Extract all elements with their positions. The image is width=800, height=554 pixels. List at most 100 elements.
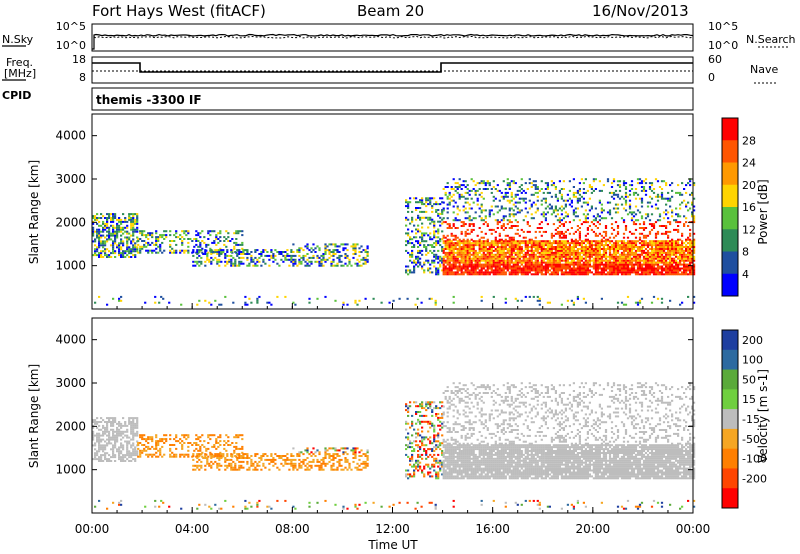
echo-cell [92,232,95,235]
echo-cell [158,301,161,304]
echo-cell [472,223,475,226]
echo-cell [181,249,184,252]
echo-cell [415,255,418,258]
echo-cell [270,249,273,252]
echo-cell [235,447,238,450]
echo-cell [139,434,142,437]
echo-cell [669,257,672,260]
echo-cell [556,244,559,247]
echo-cell [554,253,557,256]
echo-cell [656,253,660,256]
echo-cell [604,240,608,243]
echo-cell [578,273,581,276]
echo-cell [542,191,545,194]
echo-cell [225,238,228,240]
echo-cell [476,199,479,202]
echo-cell [448,259,451,262]
echo-cell [92,222,95,225]
echo-cell [482,267,485,270]
echo-cell [530,205,533,208]
echo-cell [104,456,107,459]
echo-cell [504,248,507,250]
echo-cell [464,253,467,256]
echo-cell [540,199,543,202]
echo-cell [522,199,525,202]
echo-cell [342,301,345,304]
echo-cell [350,264,353,267]
echo-cell [192,453,195,456]
echo-cell [298,258,301,261]
echo-cell [322,253,325,255]
echo-cell [437,240,440,243]
echo-cell [474,269,477,272]
echo-cell [522,189,525,192]
echo-cell [562,188,565,190]
echo-cell [112,232,115,235]
echo-cell [630,244,634,247]
echo-cell [431,207,434,209]
echo-cell [660,297,664,300]
echo-cell [96,218,99,221]
echo-cell [500,248,503,250]
echo-cell [100,440,103,443]
echo-cell [693,184,696,187]
echo-cell [194,260,197,263]
echo-cell [470,249,473,252]
echo-cell [165,236,168,239]
echo-cell [548,207,551,210]
echo-cell [405,205,408,208]
echo-cell [421,236,424,239]
echo-cell [590,228,593,231]
echo-cell [598,265,601,268]
echo-cell [640,182,644,185]
echo-cell [122,458,125,461]
echo-cell [556,271,559,274]
echo-cell [155,436,158,439]
echo-cell [180,303,183,306]
echo-cell [528,253,531,256]
echo-cell [671,261,674,264]
echo-cell [98,244,101,247]
echo-cell [630,242,634,245]
echo-cell [652,271,656,274]
echo-cell [132,421,135,423]
echo-cell [334,249,337,252]
echo-cell [114,240,117,243]
echo-cell [492,228,495,231]
echo-cell [413,261,416,264]
echo-cell [106,254,109,257]
echo-cell [498,253,501,256]
echo-cell [225,442,228,444]
echo-cell [636,178,640,181]
echo-cell [470,261,473,264]
echo-cell [193,449,196,452]
echo-cell [431,244,434,247]
echo-cell [638,242,642,245]
echo-cell [441,212,444,215]
echo-cell [528,199,531,202]
echo-cell [225,230,228,233]
echo-cell [334,245,337,248]
echo-cell [616,207,620,210]
echo-cell [427,269,430,272]
echo-cell [112,432,115,435]
echo-cell [405,199,408,202]
echo-cell [215,236,218,239]
echo-cell [472,257,475,260]
echo-cell [206,458,209,461]
echo-cell [510,253,513,256]
echo-cell [516,249,519,252]
echo-cell [534,259,537,262]
echo-cell [108,234,111,237]
echo-cell [446,259,449,262]
echo-cell [278,251,281,253]
echo-cell [671,251,674,254]
echo-cell [512,265,515,268]
echo-cell [452,253,455,256]
echo-cell [474,249,477,252]
echo-cell [683,265,686,268]
echo-cell [550,205,553,208]
echo-cell [223,444,226,446]
echo-cell [504,261,507,264]
echo-cell [468,219,471,222]
